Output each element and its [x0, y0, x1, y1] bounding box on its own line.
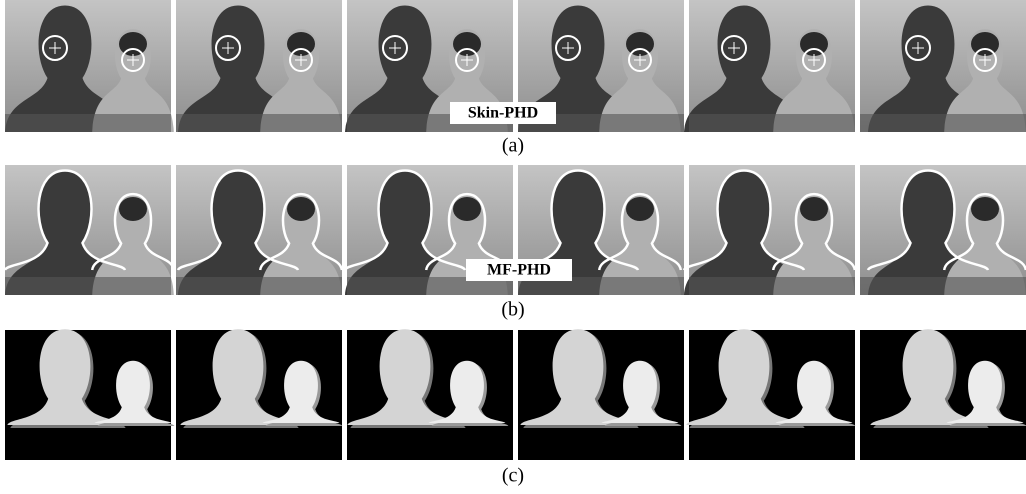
hair	[800, 32, 828, 56]
chair	[176, 277, 342, 295]
method-label: Skin-PHD	[468, 105, 538, 122]
hair	[800, 197, 828, 221]
hair	[119, 32, 147, 56]
figure: Skin-PHD MF-PHD (a) (b) (c)	[0, 0, 1026, 494]
hair	[971, 197, 999, 221]
chair	[860, 114, 1026, 132]
chair	[5, 114, 171, 132]
page: Skin-PHD MF-PHD (a) (b) (c) (() => { con…	[0, 0, 1026, 494]
hair	[626, 197, 654, 221]
frames	[5, 0, 1026, 460]
chair	[689, 277, 855, 295]
caption: (a)	[502, 135, 524, 157]
caption: (c)	[502, 465, 524, 487]
hair	[119, 197, 147, 221]
chair	[860, 277, 1026, 295]
hair	[287, 32, 315, 56]
method-label: MF-PHD	[487, 262, 551, 279]
hair	[971, 32, 999, 56]
chair	[176, 114, 342, 132]
hair	[453, 32, 481, 56]
chair	[5, 277, 171, 295]
chair	[689, 114, 855, 132]
hair	[453, 197, 481, 221]
caption: (b)	[501, 299, 524, 321]
hair	[626, 32, 654, 56]
hair	[287, 197, 315, 221]
